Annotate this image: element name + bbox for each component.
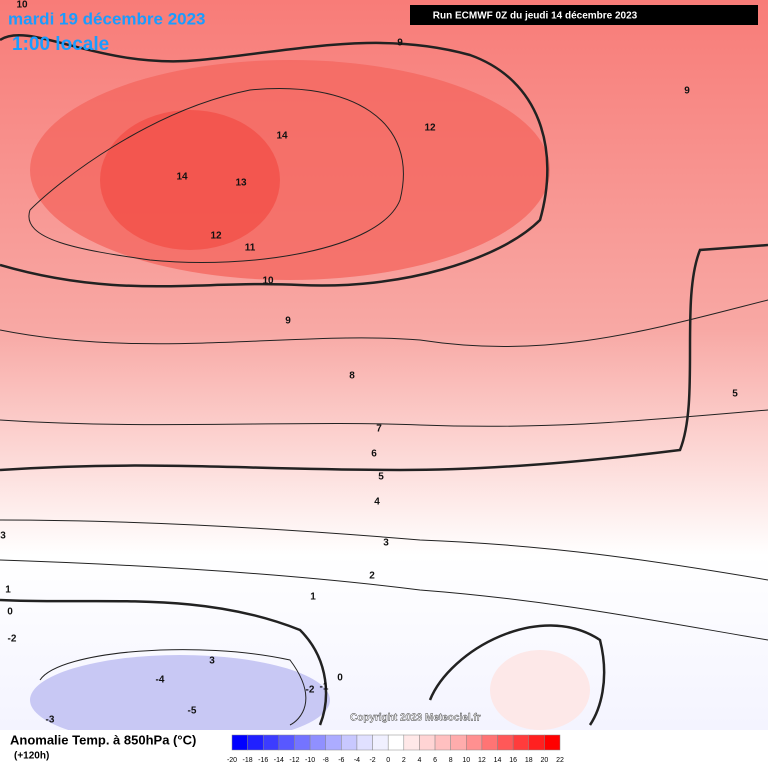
- colorbar-tick-label: 10: [462, 757, 470, 764]
- colorbar-tick-label: 6: [433, 757, 437, 764]
- colorbar-tick-label: -2: [369, 757, 375, 764]
- colorbar-swatch: [528, 734, 545, 751]
- contour-label: 9: [684, 86, 690, 97]
- colorbar-swatch: [544, 734, 561, 751]
- contour-label: 12: [210, 231, 222, 242]
- colorbar-swatch: [341, 734, 358, 751]
- colorbar-swatch: [512, 734, 530, 751]
- contour-label: 10: [262, 276, 274, 287]
- colorbar-tick-label: 18: [525, 757, 533, 764]
- colorbar-swatch: [419, 734, 436, 751]
- contour-label: 1: [5, 585, 11, 596]
- copyright: Copyright 2023 Meteociel.fr: [350, 713, 481, 724]
- contour-label: -4: [156, 675, 165, 686]
- lead-time: (+120h): [14, 751, 49, 762]
- colorbar-swatch: [356, 734, 373, 751]
- warm-core: [100, 110, 280, 250]
- colorbar-swatch: [497, 734, 514, 751]
- contour-label: 8: [349, 371, 355, 382]
- contour-label: 14: [276, 131, 288, 142]
- warm-area: [490, 650, 590, 730]
- contour-label: 13: [235, 178, 247, 189]
- contour-label: -2: [306, 685, 315, 696]
- colorbar-tick-label: 14: [494, 757, 502, 764]
- date-title: mardi 19 décembre 2023: [8, 9, 206, 28]
- colorbar-swatch: [481, 734, 498, 751]
- contour-label: 12: [424, 123, 436, 134]
- colorbar-tick-label: -4: [354, 757, 360, 764]
- contour-label: 0: [7, 607, 13, 618]
- contour-label: -2: [8, 634, 17, 645]
- colorbar-tick-label: -14: [274, 757, 284, 764]
- contour-label: 9: [285, 316, 291, 327]
- colorbar-swatch: [309, 734, 326, 751]
- colorbar-swatch: [450, 734, 467, 751]
- colorbar-tick-label: -6: [338, 757, 344, 764]
- colorbar-tick-label: -12: [289, 757, 299, 764]
- colorbar-tick-label: -10: [305, 757, 315, 764]
- colorbar-swatch: [262, 734, 280, 751]
- contour-label: 9: [397, 38, 403, 49]
- colorbar-tick-label: 0: [386, 757, 390, 764]
- colorbar-tick-label: -18: [243, 757, 253, 764]
- colorbar-tick-label: -8: [323, 757, 329, 764]
- contour-label: 7: [376, 424, 382, 435]
- contour-label: 4: [374, 497, 380, 508]
- colorbar-tick-label: 8: [449, 757, 453, 764]
- colorbar-tick-label: 4: [417, 757, 421, 764]
- contours: [0, 34, 768, 726]
- colorbar-swatch: [466, 734, 483, 751]
- legend-title: Anomalie Temp. à 850hPa (°C): [10, 732, 196, 747]
- run-banner: [410, 5, 758, 25]
- contour-label: 3: [209, 656, 215, 667]
- colorbar-tick-label: 16: [509, 757, 517, 764]
- colorbar-tick-label: -20: [227, 757, 237, 764]
- colorbar-swatch: [434, 734, 451, 751]
- contour-label: -3: [46, 715, 55, 726]
- colorbar-swatch: [231, 734, 248, 751]
- contour-label: 10: [16, 0, 28, 11]
- time-title: 1:00 locale: [12, 34, 109, 55]
- run-text: Run ECMWF 0Z du jeudi 14 décembre 2023: [433, 11, 638, 22]
- cold-area: [30, 655, 330, 745]
- colorbar-tick-label: 20: [540, 757, 548, 764]
- colorbar-tick-label: 2: [402, 757, 406, 764]
- contour-label: 2: [369, 571, 375, 582]
- contour-label: 0: [337, 673, 343, 684]
- colorbar-tick-label: 12: [478, 757, 486, 764]
- contour-label: 5: [732, 389, 738, 400]
- colorbar-swatch: [278, 734, 295, 751]
- colorbar-swatch: [325, 734, 342, 751]
- contour-label: 1: [310, 592, 316, 603]
- colorbar-swatch: [403, 734, 420, 751]
- contour-label: 3: [383, 538, 389, 549]
- colorbar-swatch: [387, 734, 405, 751]
- contour-label: 5: [378, 472, 384, 483]
- contour-label: -1: [320, 682, 329, 693]
- colorbar-tick-label: -16: [258, 757, 268, 764]
- colorbar-swatch: [247, 734, 264, 751]
- contour-label: 6: [371, 449, 377, 460]
- contour-label: 14: [176, 172, 188, 183]
- contour-label: -5: [188, 706, 197, 717]
- colorbar-swatch: [294, 734, 311, 751]
- contour-label: 11: [245, 243, 256, 254]
- contour-label: 3: [0, 531, 6, 542]
- colorbar-tick-label: 22: [556, 757, 564, 764]
- colorbar-swatch: [372, 734, 389, 751]
